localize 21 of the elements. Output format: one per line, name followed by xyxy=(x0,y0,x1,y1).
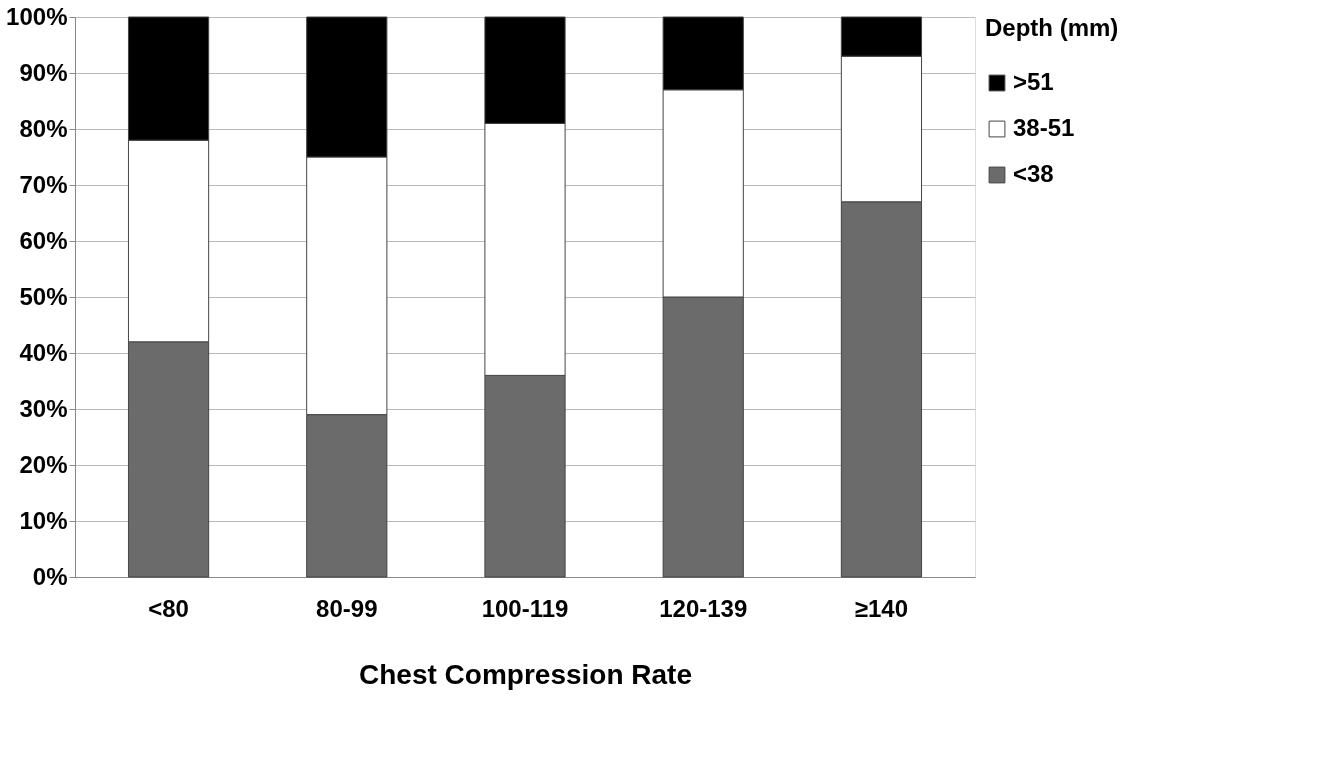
y-tick-label: 10% xyxy=(19,506,68,534)
y-tick-label: 20% xyxy=(19,450,68,478)
y-tick-label: 40% xyxy=(19,338,68,366)
x-tick-label: <80 xyxy=(148,594,189,622)
x-axis-title: Chest Compression Rate xyxy=(359,658,692,690)
y-tick-label: 80% xyxy=(19,114,68,142)
x-tick-label: 100-119 xyxy=(481,594,569,622)
y-tick-label: 60% xyxy=(19,226,68,254)
x-tick-label: 80-99 xyxy=(316,594,378,622)
y-tick-label: 100% xyxy=(6,2,68,30)
legend-label: 38-51 xyxy=(1013,114,1075,141)
y-tick-label: 70% xyxy=(19,170,68,198)
y-tick-label: 90% xyxy=(19,58,68,86)
x-tick-label: 120-139 xyxy=(659,594,748,622)
legend-label: <38 xyxy=(1013,160,1054,187)
legend-title: Depth (mm) xyxy=(985,14,1119,41)
y-tick-label: 0% xyxy=(32,562,68,590)
y-tick-label: 50% xyxy=(19,282,68,310)
legend-label: >51 xyxy=(1013,68,1054,95)
x-tick-label: ≥140 xyxy=(854,594,909,622)
y-tick-label: 30% xyxy=(19,394,68,422)
